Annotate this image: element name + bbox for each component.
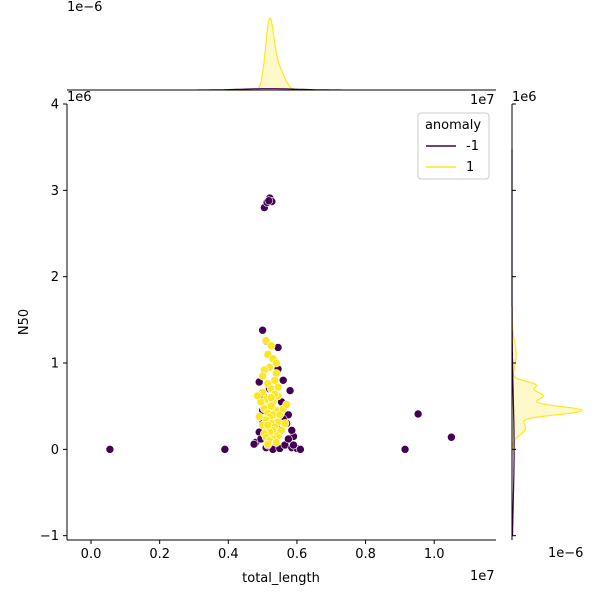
legend-label-series-minus1: -1 <box>466 139 479 154</box>
scatter-point <box>284 434 293 444</box>
right-marginal-top-offset-text: 1e6 <box>512 90 537 105</box>
scatter-point <box>270 375 279 385</box>
scatter-point <box>263 439 273 449</box>
x-offset-text: 1e7 <box>470 569 495 584</box>
top-marginal-offset-text: 1e−6 <box>67 0 102 15</box>
scatter-point <box>264 196 274 205</box>
y-axis-label: N50 <box>17 309 32 335</box>
y-tick-label: 0 <box>51 443 59 458</box>
legend-label-series-1: 1 <box>466 160 474 175</box>
x-tick-label: 1.0 <box>424 547 445 562</box>
scatter-point <box>266 393 276 402</box>
top-kde-fill-series-1 <box>228 18 314 90</box>
legend: anomaly -1 1 <box>417 112 490 180</box>
x-tick-label: 0.8 <box>355 547 376 562</box>
scatter-point <box>261 336 271 345</box>
scatter-point <box>447 432 456 442</box>
y-tick-label: 1 <box>51 357 59 372</box>
scatter-point <box>296 445 305 454</box>
scatter-point <box>258 371 267 381</box>
right-marginal-offset-text: 1e−6 <box>548 546 583 561</box>
x-tick-label: 0.4 <box>218 547 239 562</box>
scatter-point <box>105 445 115 454</box>
scatter-point <box>287 426 297 435</box>
y-tick-label: 2 <box>51 270 59 285</box>
scatter-point <box>413 409 423 419</box>
scatter-point <box>249 439 259 449</box>
scatter-point <box>220 445 230 454</box>
scatter-point <box>273 382 283 392</box>
scatter-point <box>266 341 276 351</box>
x-axis-label: total_length <box>242 571 320 586</box>
y-tick-label: −1 <box>40 529 59 544</box>
scatter-point <box>400 445 410 454</box>
x-tick-label: 0.2 <box>149 547 170 562</box>
x-tick-label: 0.6 <box>287 547 308 562</box>
scatter-point <box>254 412 264 421</box>
scatter-point <box>263 420 273 430</box>
scatter-point <box>253 391 262 401</box>
y-offset-text: 1e6 <box>67 90 92 105</box>
top-marginal-kde: 1e−6 <box>67 0 496 91</box>
y-tick-label: 3 <box>51 184 59 199</box>
scatter-point <box>280 419 290 428</box>
y-tick-label: 4 <box>51 98 59 113</box>
scatter-point <box>272 438 281 447</box>
x-tick-label: 0.0 <box>81 547 102 562</box>
legend-title: anomaly <box>425 118 481 133</box>
scatter-point <box>266 401 276 411</box>
x-offset-text-top: 1e7 <box>470 93 495 108</box>
right-kde-line-series-1 <box>511 311 583 454</box>
scatter-point <box>272 358 281 368</box>
scatter-point <box>282 400 291 409</box>
scatter-point <box>277 426 286 435</box>
right-marginal-kde: 1e6 1e−6 <box>511 90 583 561</box>
scatter-point <box>278 375 288 385</box>
scatter-point <box>258 325 267 335</box>
scatter-point <box>285 386 295 395</box>
scatter-point <box>289 440 298 450</box>
